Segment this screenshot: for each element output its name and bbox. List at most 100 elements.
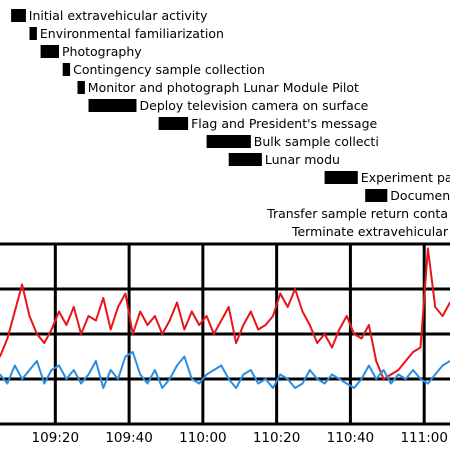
series-2-point xyxy=(390,382,392,385)
series-2-point xyxy=(0,373,1,376)
timeline-bar xyxy=(62,63,71,76)
series-1-point xyxy=(353,333,355,335)
x-tick-label: 110:20 xyxy=(253,430,301,446)
series-2-point xyxy=(13,364,16,367)
series-1-point xyxy=(205,315,208,317)
series-1-point xyxy=(419,346,422,349)
timeline-task-label: Flag and President's message xyxy=(191,116,377,131)
timeline-task-label: Environmental familiarization xyxy=(40,26,224,41)
series-2-point xyxy=(95,360,97,362)
series-1-point xyxy=(441,315,444,317)
series-1-point xyxy=(368,324,370,326)
timeline-task-label: Experiment package deployment xyxy=(361,170,450,185)
series-2-point xyxy=(176,364,178,367)
series-1-point xyxy=(87,315,90,317)
series-1-point xyxy=(0,355,1,358)
timeline-task-label: Initial extravehicular activity xyxy=(29,8,208,23)
series-2-point xyxy=(154,369,156,371)
series-1-point xyxy=(36,333,38,335)
series-1-point xyxy=(220,319,223,322)
series-2-point xyxy=(131,351,134,353)
x-tick-label: 110:40 xyxy=(327,430,375,446)
series-1-point xyxy=(50,328,53,331)
series-1-point xyxy=(198,324,201,326)
series-2-point xyxy=(80,382,82,385)
series-2-point xyxy=(301,382,304,385)
series-2-point xyxy=(286,378,289,380)
series-2-point xyxy=(227,378,230,380)
series-line-2 xyxy=(0,351,450,389)
series-2-point xyxy=(353,387,355,389)
series-2-point xyxy=(323,382,326,385)
series-2-point xyxy=(382,369,385,371)
series-2-point xyxy=(65,378,68,380)
activity-timeline: Initial extravehicular activity Environme… xyxy=(11,8,450,239)
series-1-point xyxy=(279,292,282,295)
series-1-point xyxy=(249,310,252,313)
timeline-bar xyxy=(324,171,358,184)
series-2-point xyxy=(397,373,400,376)
series-2-point xyxy=(205,373,208,376)
timeline-bar xyxy=(29,27,37,40)
series-2-point xyxy=(58,364,60,367)
series-1-point xyxy=(301,310,304,313)
series-2-point xyxy=(412,369,414,371)
series-2-point xyxy=(368,364,370,367)
series-1-point xyxy=(6,337,9,340)
series-2-point xyxy=(117,378,119,380)
series-1-point xyxy=(412,351,414,353)
timeline-bar xyxy=(77,81,85,94)
series-2-point xyxy=(441,364,444,367)
series-1-point xyxy=(65,324,68,326)
series-2-point xyxy=(183,355,186,358)
series-2-point xyxy=(50,369,53,371)
series-1-point xyxy=(131,333,134,335)
x-tick-label: 109:40 xyxy=(105,430,153,446)
series-1-point xyxy=(43,342,46,344)
series-1-point xyxy=(102,297,105,299)
series-1-point xyxy=(190,310,193,313)
series-2-point xyxy=(139,373,142,376)
plot-grid xyxy=(0,242,450,426)
series-2-point xyxy=(87,373,90,376)
series-1-point xyxy=(264,324,267,326)
timeline-bar xyxy=(206,135,251,148)
series-1-point xyxy=(146,324,149,326)
timeline-bar xyxy=(40,45,59,58)
series-1-point xyxy=(154,315,156,317)
timeline-task-label: Terminate extravehicular xyxy=(291,224,449,239)
series-1-point xyxy=(13,310,16,313)
series-2-point xyxy=(36,360,38,362)
series-1-point xyxy=(390,373,392,376)
series-2-point xyxy=(375,378,378,380)
series-1-point xyxy=(434,306,437,308)
series-2-point xyxy=(427,382,429,385)
series-1-point xyxy=(382,378,385,380)
series-2-point xyxy=(220,364,223,367)
series-line-1 xyxy=(0,247,450,380)
series-1-point xyxy=(331,346,333,349)
series-1-point xyxy=(404,360,407,362)
series-2-point xyxy=(21,378,23,380)
series-2-point xyxy=(146,382,149,385)
series-1-point xyxy=(58,310,60,313)
timeline-bar xyxy=(11,9,26,22)
series-1-point xyxy=(109,328,112,331)
series-1-point xyxy=(227,306,230,308)
timeline-bar xyxy=(88,99,137,112)
series-2-point xyxy=(264,378,267,380)
series-1-point xyxy=(397,369,400,371)
series-1-point xyxy=(323,333,326,335)
series-2-point xyxy=(419,378,422,380)
timeline-bar xyxy=(228,153,262,166)
series-1-point xyxy=(242,324,245,326)
series-1-point xyxy=(294,288,296,290)
timeline-task-label: Transfer sample return conta xyxy=(266,206,448,221)
series-2-point xyxy=(72,369,75,371)
series-1-point xyxy=(338,328,341,331)
series-2-point xyxy=(124,355,127,358)
series-1-point xyxy=(286,306,289,308)
series-2-point xyxy=(279,373,282,376)
series-2-point xyxy=(28,369,31,371)
series-1-point xyxy=(316,342,319,344)
